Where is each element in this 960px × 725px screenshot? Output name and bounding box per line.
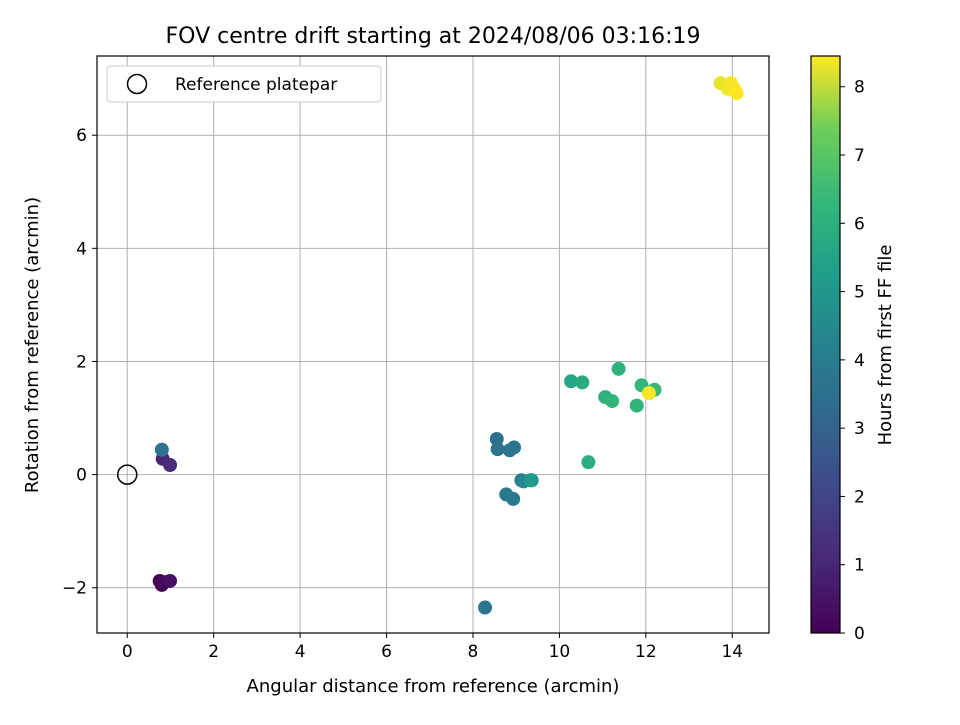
- legend-marker: [126, 73, 148, 95]
- data-point: [629, 398, 644, 413]
- data-point: [490, 442, 505, 457]
- plot-frame: [96, 55, 770, 634]
- colorbar-tick-label: 1: [854, 556, 865, 576]
- colorbar-tick-label: 0: [854, 624, 865, 644]
- colorbar-ticks: 0 1 2 3 4 5 6 7 8: [840, 78, 865, 644]
- colorbar-gradient: [811, 56, 840, 633]
- chart-title: FOV centre drift starting at 2024/08/06 …: [166, 24, 701, 49]
- y-tick-label: −2: [62, 579, 87, 599]
- colorbar-tick-label: 2: [854, 487, 865, 507]
- data-point: [729, 86, 744, 101]
- y-tick-label: 4: [76, 239, 87, 259]
- colorbar-label: Hours from first FF file: [875, 245, 896, 446]
- colorbar-frame: [810, 55, 841, 634]
- colorbar-tick-label: 4: [854, 351, 865, 371]
- x-axis-ticks: 0 2 4 6 8 10 12 14: [122, 633, 743, 662]
- colorbar-tick-label: 6: [854, 214, 865, 234]
- data-point: [611, 361, 626, 376]
- x-tick-label: 4: [295, 642, 306, 662]
- x-tick-label: 12: [635, 642, 657, 662]
- x-tick-label: 2: [208, 642, 219, 662]
- data-point: [641, 386, 656, 401]
- data-point: [506, 491, 521, 506]
- colorbar-tick-label: 5: [854, 283, 865, 303]
- data-point: [163, 457, 178, 472]
- y-tick-label: 2: [76, 352, 87, 372]
- y-tick-label: 0: [76, 466, 87, 486]
- reference-point-marker: [117, 464, 138, 485]
- y-axis-ticks: −2 0 2 4 6: [62, 126, 97, 599]
- data-point: [581, 455, 596, 470]
- data-point: [605, 394, 620, 409]
- legend-box: [106, 65, 382, 103]
- data-point: [564, 374, 579, 389]
- data-points: [117, 76, 744, 615]
- data-point: [154, 442, 169, 457]
- colorbar-tick-label: 7: [854, 146, 865, 166]
- data-point: [524, 473, 539, 488]
- legend: Reference platepar: [106, 65, 382, 103]
- x-tick-label: 6: [381, 642, 392, 662]
- x-tick-label: 8: [468, 642, 479, 662]
- grid: [97, 56, 769, 633]
- y-axis-label: Rotation from reference (arcmin): [22, 197, 43, 493]
- y-tick-label: 6: [76, 126, 87, 146]
- colorbar: 0 1 2 3 4 5 6 7 8 Hours from first FF file: [810, 55, 896, 644]
- x-tick-label: 14: [721, 642, 743, 662]
- data-point: [575, 375, 590, 390]
- colorbar-tick-label: 3: [854, 419, 865, 439]
- x-tick-label: 10: [549, 642, 571, 662]
- data-point: [507, 440, 522, 455]
- data-point: [478, 600, 493, 615]
- data-point: [489, 431, 504, 446]
- data-point: [163, 573, 178, 588]
- colorbar-tick-label: 8: [854, 78, 865, 98]
- x-axis-label: Angular distance from reference (arcmin): [247, 676, 620, 697]
- x-tick-label: 0: [122, 642, 133, 662]
- legend-entry: Reference platepar: [175, 75, 337, 95]
